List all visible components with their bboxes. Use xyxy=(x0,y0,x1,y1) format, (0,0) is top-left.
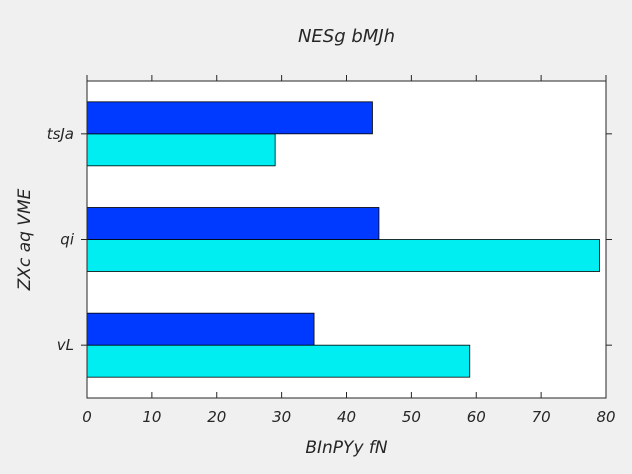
bar-tsJa-series-1 xyxy=(86,133,276,167)
x-tick-label: 70 xyxy=(532,408,551,426)
y-axis-label: ZXc aq VME xyxy=(15,188,35,291)
x-tick-label: 50 xyxy=(402,408,421,426)
bar-qi-series-1 xyxy=(86,239,600,272)
x-tick-label: 30 xyxy=(272,408,291,426)
y-tick-label: tsJa xyxy=(47,125,74,143)
bar-vL-series-1 xyxy=(86,344,471,378)
x-axis-label: BInPYy fN xyxy=(305,438,388,458)
x-tick-label: 40 xyxy=(337,408,356,426)
y-tick-label: qi xyxy=(60,231,75,249)
ticks-group: 0 10 20 30 40 50 60 70 80 vL qi tsJa xyxy=(47,75,616,426)
y-tick-label: vL xyxy=(57,336,74,354)
bar-vL-series-2 xyxy=(86,312,315,346)
bar-tsJa-series-2 xyxy=(86,101,373,135)
plot-frame xyxy=(86,80,607,399)
x-tick-label: 10 xyxy=(142,408,161,426)
x-tick-label: 60 xyxy=(467,408,486,426)
bar-qi-series-2 xyxy=(86,207,380,240)
bars-group xyxy=(86,101,600,378)
x-tick-label: 0 xyxy=(82,408,92,426)
x-tick-label: 80 xyxy=(596,408,615,426)
x-tick-label: 20 xyxy=(207,408,226,426)
chart-title: NESg bMJh xyxy=(298,26,395,47)
